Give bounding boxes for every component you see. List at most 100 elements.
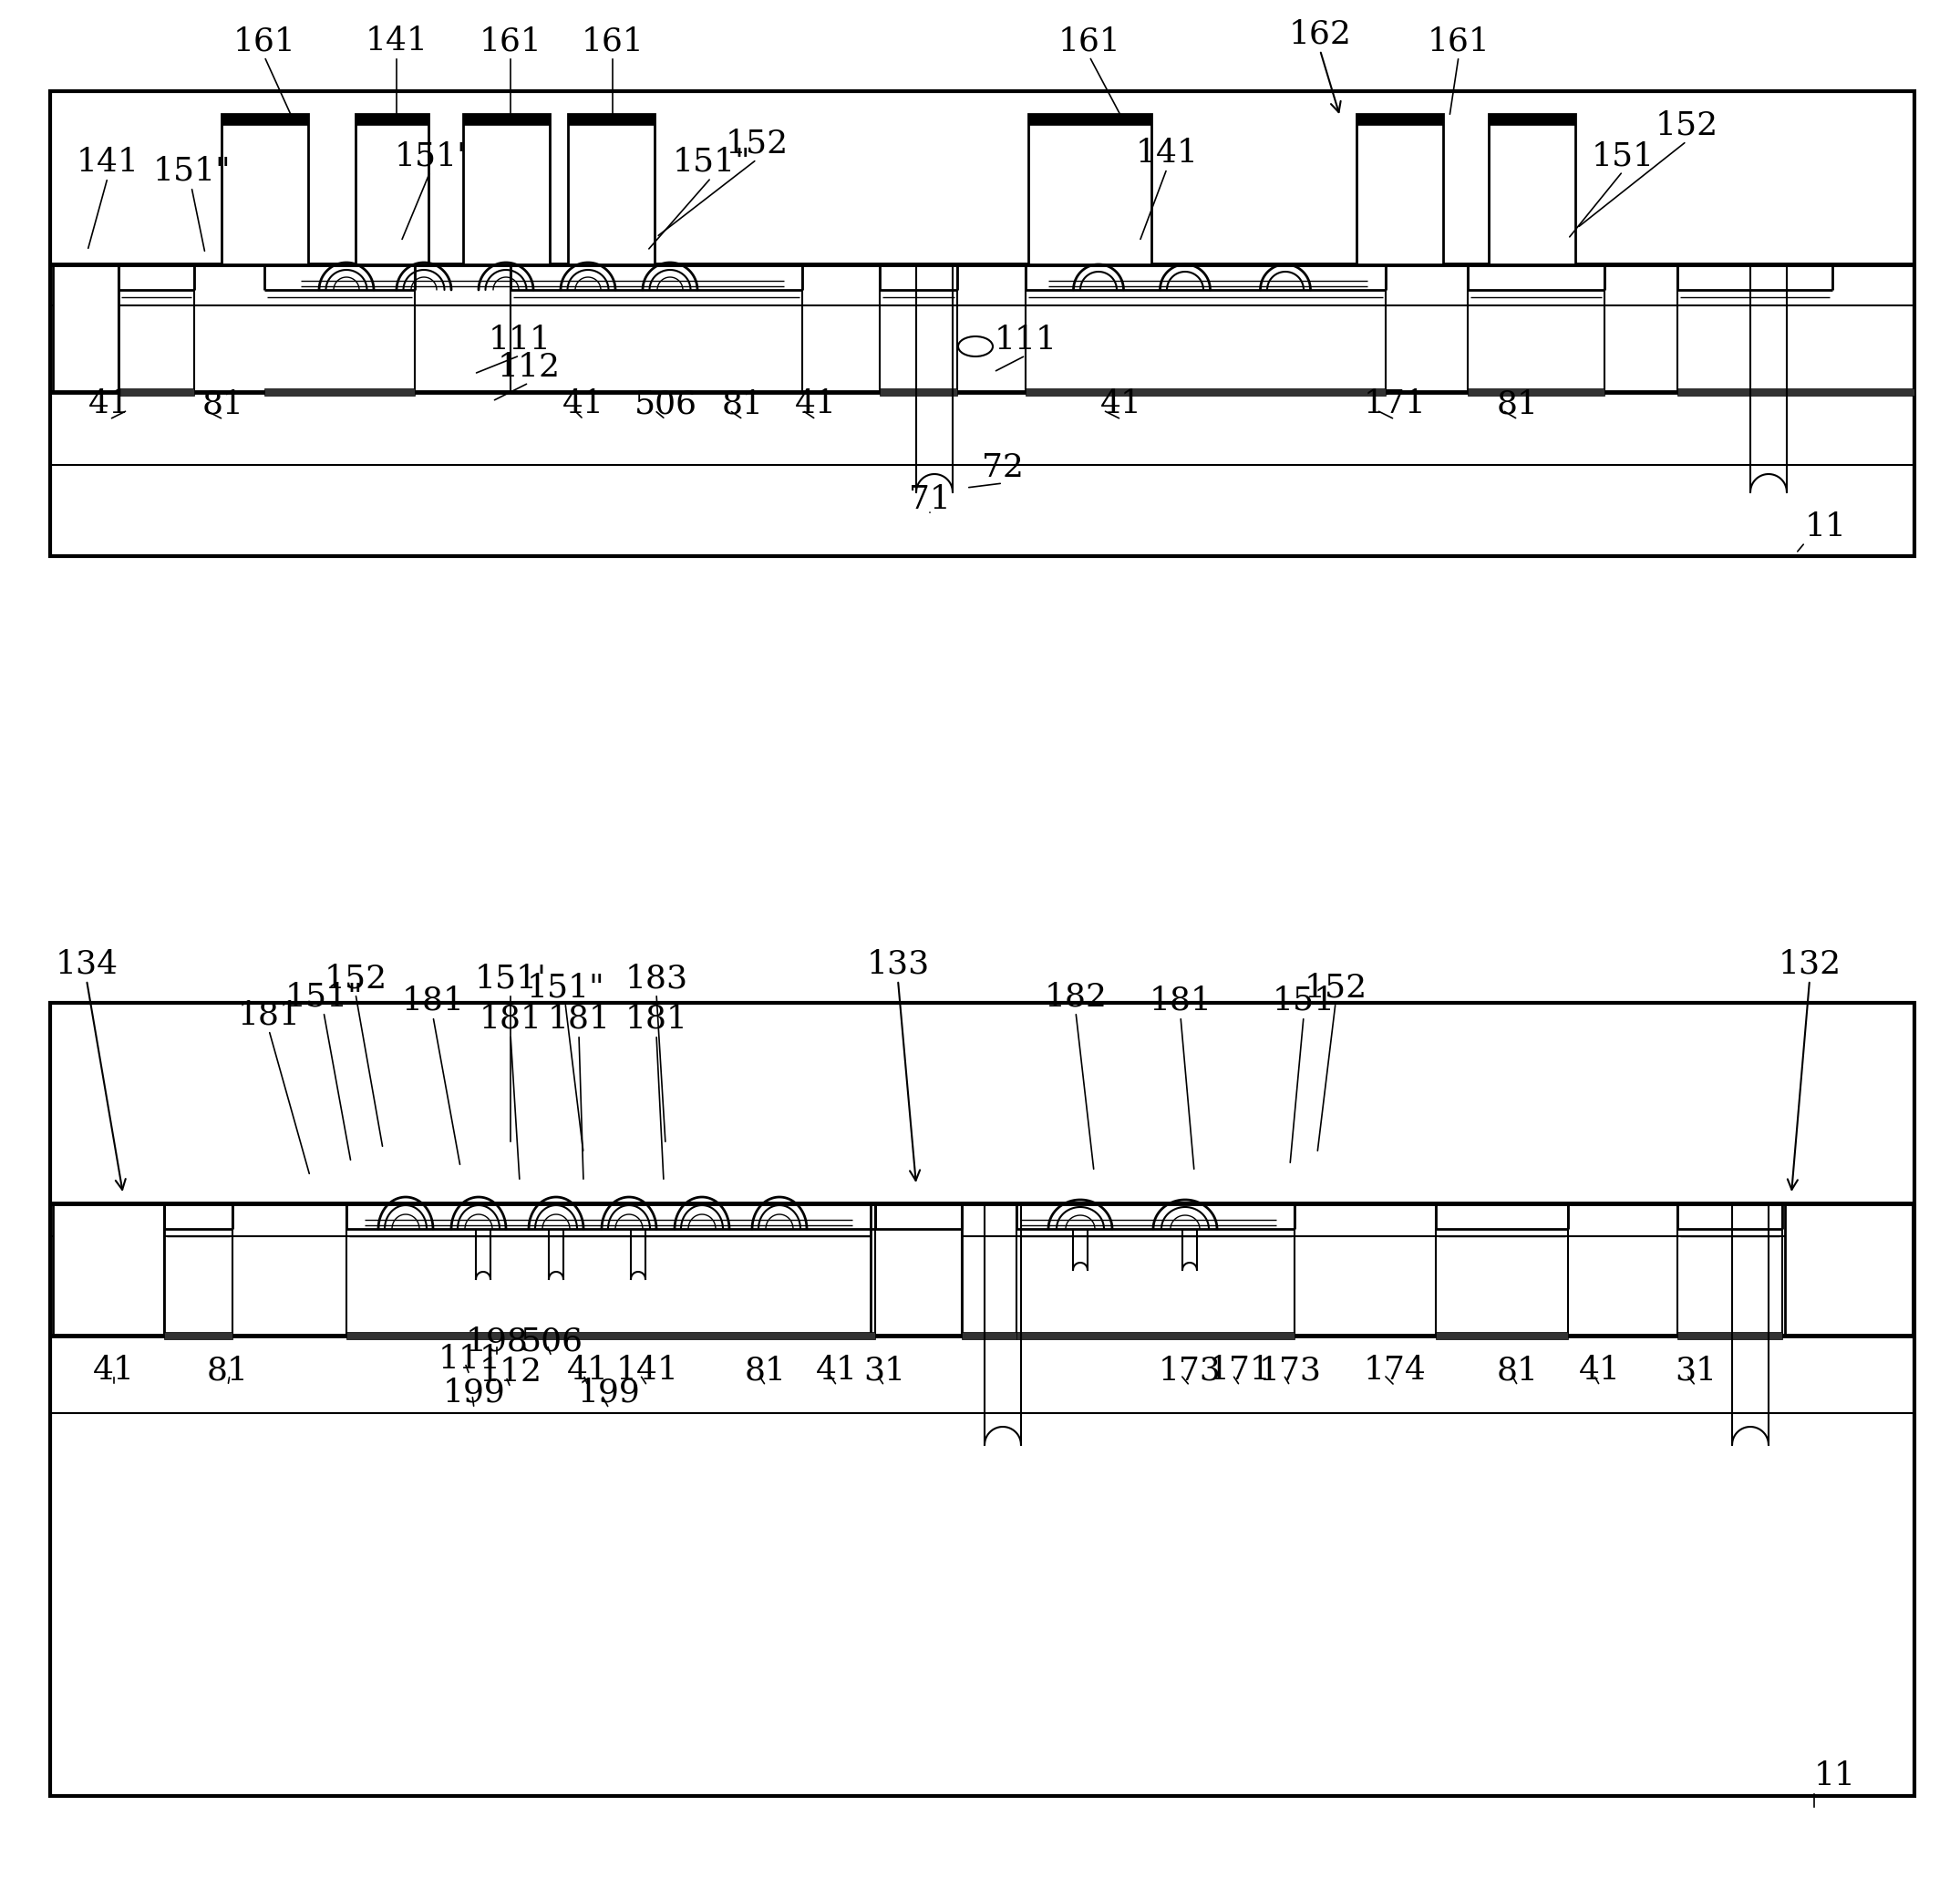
Bar: [118, 389, 194, 395]
Text: 81: 81: [745, 1354, 786, 1386]
Bar: [1356, 114, 1443, 264]
Bar: [1356, 114, 1443, 125]
Bar: [165, 1331, 233, 1339]
Text: 161: 161: [233, 25, 296, 57]
Bar: [355, 114, 429, 125]
Bar: [463, 114, 549, 125]
Text: 41: 41: [1100, 389, 1143, 420]
Text: 31: 31: [1674, 1354, 1717, 1386]
Text: 141: 141: [1135, 137, 1198, 169]
Text: 151": 151": [284, 982, 363, 1012]
Text: 181: 181: [237, 999, 300, 1029]
Text: 41: 41: [1580, 1354, 1621, 1386]
Bar: [568, 114, 655, 264]
Bar: [1786, 1204, 1913, 1335]
Text: 181: 181: [402, 986, 465, 1016]
Text: 71: 71: [909, 484, 951, 515]
Text: 41: 41: [796, 389, 837, 420]
Text: 181: 181: [547, 1005, 610, 1035]
Text: 141: 141: [615, 1354, 678, 1386]
Bar: [568, 114, 655, 125]
Text: 11: 11: [1805, 511, 1846, 543]
Bar: [221, 114, 308, 264]
Text: 181: 181: [625, 1005, 688, 1035]
Text: 152: 152: [323, 963, 386, 993]
Text: 41: 41: [566, 1354, 610, 1386]
Text: 152: 152: [1303, 972, 1366, 1003]
Bar: [51, 1003, 1915, 1796]
Text: 81: 81: [1497, 389, 1539, 420]
Bar: [962, 1331, 1017, 1339]
Text: 199: 199: [443, 1377, 506, 1409]
Ellipse shape: [958, 336, 994, 357]
Text: 151": 151": [672, 146, 751, 179]
Text: 132: 132: [1778, 950, 1840, 980]
Bar: [265, 389, 416, 395]
Text: 174: 174: [1364, 1354, 1427, 1386]
Text: 506: 506: [519, 1326, 582, 1356]
Text: 41: 41: [815, 1354, 858, 1386]
Text: 134: 134: [55, 950, 118, 980]
Text: 151': 151': [394, 141, 466, 171]
Text: 81: 81: [721, 389, 764, 420]
Bar: [1678, 1331, 1782, 1339]
Text: 171: 171: [1209, 1354, 1272, 1386]
Bar: [1678, 389, 1915, 395]
Text: 133: 133: [866, 950, 929, 980]
Text: 81: 81: [208, 1354, 249, 1386]
Text: 41: 41: [92, 1354, 135, 1386]
Bar: [1490, 114, 1576, 264]
Bar: [53, 264, 118, 391]
Bar: [1029, 114, 1151, 125]
Text: 151": 151": [153, 156, 231, 186]
Text: 151: 151: [1592, 141, 1654, 171]
Text: 41: 41: [88, 389, 131, 420]
Bar: [1437, 1331, 1568, 1339]
Text: 152: 152: [1654, 110, 1719, 141]
Text: 81: 81: [1497, 1354, 1539, 1386]
Text: 161: 161: [582, 25, 645, 57]
Text: 161: 161: [478, 25, 541, 57]
Bar: [221, 114, 308, 125]
Text: 161: 161: [1427, 25, 1490, 57]
Text: 183: 183: [625, 963, 688, 993]
Text: 141: 141: [76, 146, 139, 179]
Text: 111: 111: [488, 325, 551, 355]
Text: 72: 72: [982, 452, 1023, 482]
Bar: [880, 389, 956, 395]
Text: 81: 81: [202, 389, 245, 420]
Text: 41: 41: [563, 389, 604, 420]
Bar: [870, 1204, 962, 1335]
Bar: [463, 114, 549, 264]
Text: 199: 199: [578, 1377, 641, 1409]
Text: 171: 171: [1364, 389, 1427, 420]
Bar: [1017, 1331, 1294, 1339]
Text: 112: 112: [498, 351, 561, 384]
Text: 173: 173: [1258, 1354, 1321, 1386]
Text: 151": 151": [525, 972, 604, 1003]
Text: 111: 111: [437, 1344, 502, 1375]
Bar: [1468, 389, 1605, 395]
Text: 151': 151': [474, 963, 547, 993]
Text: 111: 111: [994, 325, 1056, 355]
Text: 173: 173: [1158, 1354, 1221, 1386]
Bar: [1025, 389, 1386, 395]
Bar: [1490, 114, 1576, 125]
Text: 11: 11: [1815, 1760, 1856, 1791]
Text: 31: 31: [862, 1354, 906, 1386]
Text: 181: 181: [1149, 986, 1211, 1016]
Text: 182: 182: [1045, 982, 1107, 1012]
Bar: [51, 91, 1915, 556]
Text: 161: 161: [1058, 25, 1121, 57]
Bar: [1029, 114, 1151, 264]
Text: 198: 198: [465, 1326, 529, 1356]
Bar: [347, 1331, 876, 1339]
Bar: [355, 114, 429, 264]
Text: 151: 151: [1272, 986, 1335, 1016]
Text: 141: 141: [365, 25, 427, 57]
Text: 506: 506: [633, 389, 698, 420]
Text: 112: 112: [478, 1356, 543, 1388]
Text: 152: 152: [725, 129, 788, 160]
Text: 162: 162: [1288, 19, 1352, 49]
Text: 181: 181: [478, 1005, 543, 1035]
